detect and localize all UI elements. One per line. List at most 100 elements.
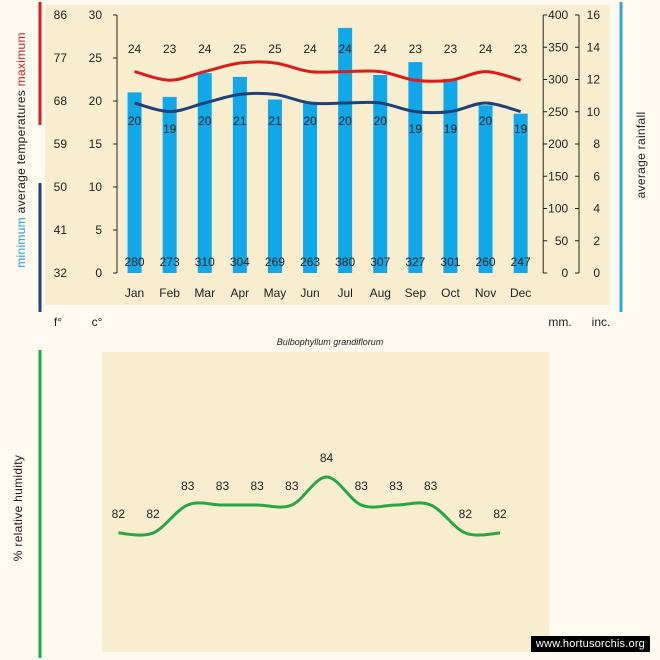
inch-unit: inc. [592,315,611,329]
maximum-value-label: 24 [338,42,352,56]
rainfall-bar [443,78,458,273]
f-tick-label: 59 [54,137,68,151]
rainfall-value-label: 310 [195,255,215,269]
mm-tick-label: 100 [548,202,568,216]
inch-tick-label: 2 [593,234,600,248]
maximum-value-label: 24 [303,42,317,56]
rainfall-bar [232,76,247,273]
humidity-line [118,475,501,537]
f-tick-label: 86 [54,8,68,22]
rainfall-value-label: 263 [300,255,320,269]
maximum-value-label: 24 [198,42,212,56]
humidity-value-label: 82 [459,507,473,521]
maximum-value-label: 25 [268,42,282,56]
humidity-value-label: 83 [389,479,403,493]
rainfall-bar [408,62,423,274]
rainfall-bar [303,103,318,274]
month-label: Aug [370,286,391,300]
c-tick-label: 20 [89,94,103,108]
month-label: Nov [475,286,496,300]
inch-tick-label: 14 [587,40,601,54]
rainfall-bar [338,27,353,274]
maximum-value-label: 24 [479,42,493,56]
temperatures-label: temperatures [14,90,28,164]
month-label: Jul [337,286,352,300]
c-tick-label: 25 [89,51,103,65]
humidity-value-label: 83 [285,479,299,493]
minimum-value-label: 20 [303,114,317,128]
humidity-value-label: 83 [181,479,195,493]
minimum-value-label: 21 [233,114,247,128]
minimum-value-label: 19 [163,122,177,136]
month-label: Jan [125,286,144,300]
temperature-lines [134,60,522,115]
rainfall-value-label: 304 [230,255,250,269]
rainfall-bar [162,96,177,273]
c-tick-label: 30 [89,8,103,22]
minimum-value-label: 20 [128,114,142,128]
maximum-value-label: 23 [514,42,528,56]
inch-tick-label: 0 [593,266,600,280]
humidity-panel [102,352,549,652]
maximum-value-label: 23 [163,42,177,56]
minimum-value-label: 21 [268,114,282,128]
month-label: Dec [510,286,531,300]
minimum-value-label: 19 [444,122,458,136]
rainfall-value-label: 301 [440,255,460,269]
rainfall-bar [267,99,282,274]
celsius-unit: c° [92,315,103,329]
rainfall-value-label: 260 [476,255,496,269]
month-label: Apr [231,286,250,300]
minimum-value-label: 20 [374,114,388,128]
humidity-axis-label: % relative humidity [11,455,25,561]
temperature-axis-label: minimum average temperatures maximum [14,32,28,268]
month-label: Mar [194,286,215,300]
c-tick-label: 0 [95,266,102,280]
rainfall-bar [478,105,493,273]
mm-tick-label: 300 [548,73,568,87]
rainfall-bar [513,113,528,273]
month-label: Sep [405,286,427,300]
mm-tick-label: 200 [548,137,568,151]
maximum-temperature-line [134,60,522,83]
rainfall-value-label: 269 [265,255,285,269]
f-tick-label: 32 [54,266,68,280]
minimum-temperature-line [134,91,522,115]
minimum-value-label: 19 [409,122,423,136]
rainfall-bars [127,27,528,274]
inch-tick-label: 10 [587,105,601,119]
inch-tick-label: 16 [587,8,601,22]
mm-tick-label: 250 [548,105,568,119]
rainfall-bar [127,92,142,274]
inch-tick-label: 6 [593,169,600,183]
month-label: Jun [300,286,319,300]
humidity-value-label: 82 [112,507,126,521]
humidity-value-label: 84 [320,451,334,465]
inch-tick-label: 8 [593,137,600,151]
minimum-value-label: 20 [338,114,352,128]
minimum-value-label: 19 [514,122,528,136]
rainfall-value-label: 327 [405,255,425,269]
humidity-value-label: 82 [493,507,507,521]
mm-tick-label: 50 [555,234,569,248]
average-label: average [14,168,28,213]
f-tick-label: 41 [54,223,68,237]
chart-title: Bulbophyllum grandiflorum [277,337,384,347]
humidity-value-label: 83 [216,479,230,493]
rainfall-value-label: 307 [370,255,390,269]
f-tick-label: 50 [54,180,68,194]
month-label: Feb [159,286,180,300]
humidity-value-label: 83 [250,479,264,493]
mm-tick-label: 350 [548,40,568,54]
c-tick-label: 15 [89,137,103,151]
humidity-chart: 82 82 83 83 83 83 84 83 83 83 82 82 [112,451,507,537]
maximum-value-label: 25 [233,42,247,56]
rainfall-axis-label: average rainfall [634,112,648,199]
rainfall-value-label: 380 [335,255,355,269]
humidity-value-label: 82 [146,507,160,521]
rainfall-bar [373,74,388,273]
c-tick-label: 5 [95,223,102,237]
minimum-label: minimum [14,217,28,268]
mm-tick-label: 150 [548,169,568,183]
